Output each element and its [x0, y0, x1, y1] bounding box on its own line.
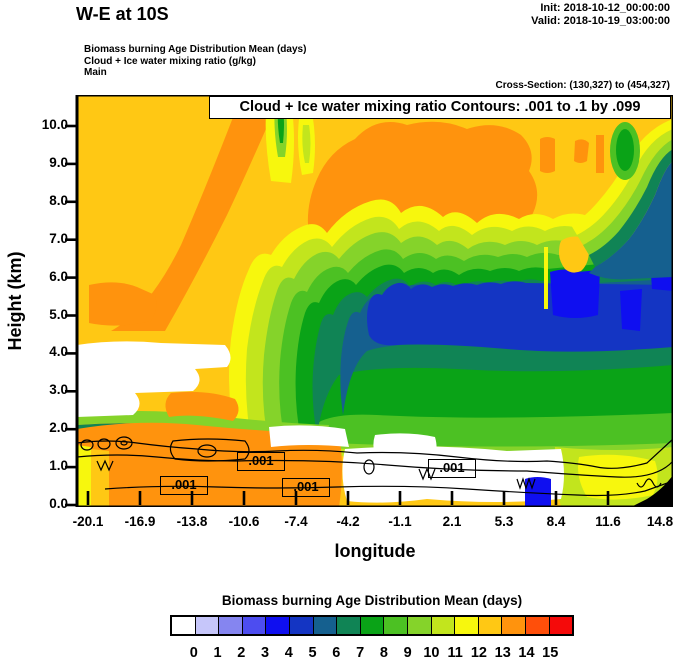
colorbar-tick-label: 11 — [447, 645, 463, 661]
y-tick-label: 10.0 — [41, 117, 68, 132]
field-list: Biomass burning Age Distribution Mean (d… — [84, 44, 306, 79]
y-tick-label: 8.0 — [49, 192, 68, 208]
colorbar-tick-label: 6 — [332, 645, 341, 661]
run-times: Init: 2018-10-12_00:00:00 Valid: 2018-10… — [531, 2, 670, 28]
colorbar-tick-label: 13 — [494, 645, 511, 661]
colorbar-cell — [384, 617, 408, 634]
y-tick-label: 5.0 — [49, 306, 68, 322]
colorbar-cell — [172, 617, 196, 634]
colorbar-tick-label: 14 — [518, 645, 535, 661]
colorbar-cell — [455, 617, 479, 634]
y-tick-label: 3.0 — [49, 382, 68, 398]
y-tick-label: 4.0 — [49, 344, 68, 360]
colorbar-cell — [337, 617, 361, 634]
y-tick-label: 0.0 — [49, 496, 68, 511]
x-tick-label: 8.4 — [546, 514, 566, 529]
colorbar-labels: 0 1 2 3 4 5 6 7 8 9 10 11 12 13 14 15 — [170, 645, 574, 663]
colorbar-tick-label: 15 — [542, 645, 559, 661]
colorbar-cell — [195, 617, 220, 634]
colorbar-cell — [219, 617, 243, 634]
y-tick-label: 1.0 — [49, 458, 68, 474]
y-tick-label: 2.0 — [49, 420, 68, 436]
page-title: W-E at 10S — [76, 4, 169, 24]
colorbar-tick-label: 1 — [213, 645, 222, 661]
x-tick-label: 5.3 — [494, 514, 514, 529]
x-tick-label: -20.1 — [72, 514, 104, 529]
colorbar-tick-label: 5 — [308, 645, 317, 661]
colorbar — [170, 615, 574, 636]
colorbar-cell — [289, 617, 314, 634]
colorbar-tick-label: 12 — [470, 645, 488, 661]
x-tick-label: 14.8 — [646, 514, 674, 529]
colorbar-tick-label: 2 — [237, 645, 246, 661]
valid-time: Valid: 2018-10-19_03:00:00 — [531, 15, 670, 27]
colorbar-cell — [407, 617, 432, 634]
colorbar-cell — [360, 617, 385, 634]
y-axis-title: Height (km) — [5, 251, 25, 351]
x-tick-label: -10.6 — [228, 514, 260, 529]
colorbar-cell — [242, 617, 267, 634]
colorbar-tick-label: 7 — [356, 645, 365, 661]
field-line-3: Main — [84, 67, 107, 78]
field-line-2: Cloud + Ice water mixing ratio (g/kg) — [84, 55, 256, 67]
contour-lines — [77, 436, 673, 497]
colorbar-tick-label: 9 — [403, 645, 412, 661]
colorbar-cell — [549, 617, 573, 634]
colorbar-cell — [502, 617, 526, 634]
cross-section-plot — [65, 95, 673, 507]
init-time: Init: 2018-10-12_00:00:00 — [540, 2, 670, 14]
y-tick-label: 9.0 — [49, 154, 68, 170]
colorbar-cell — [313, 617, 338, 634]
colorbar-tick-label: 8 — [379, 645, 388, 661]
colorbar-cell — [478, 617, 503, 634]
x-tick-label: 11.6 — [595, 514, 621, 529]
colorbar-title: Biomass burning Age Distribution Mean (d… — [221, 593, 523, 608]
colorbar-tick-label: 4 — [284, 645, 293, 661]
x-tick-label: -1.1 — [388, 514, 412, 529]
y-tick-label: 6.0 — [49, 268, 68, 284]
cross-section-coords: Cross-Section: (130,327) to (454,327) — [495, 80, 670, 91]
colorbar-cell — [525, 617, 550, 634]
colorbar-tick-label: 3 — [261, 645, 270, 661]
x-tick-label: -13.8 — [176, 514, 208, 529]
x-tick-label: 2.1 — [442, 514, 462, 529]
colorbar-cell — [266, 617, 290, 634]
filled-contour-field — [77, 95, 673, 507]
plot-border — [75, 95, 673, 507]
axis-ticks — [65, 124, 662, 507]
terrain-wedge — [631, 475, 673, 507]
field-line-1: Biomass burning Age Distribution Mean (d… — [84, 44, 307, 55]
colorbar-tick-label: 0 — [189, 645, 198, 661]
colorbar-cell — [431, 617, 456, 634]
x-tick-label: -16.9 — [124, 514, 156, 529]
x-axis-title: longitude — [334, 541, 416, 561]
x-tick-label: -4.2 — [336, 514, 360, 529]
colorbar-tick-label: 10 — [423, 645, 440, 661]
x-tick-label: -7.4 — [284, 514, 308, 529]
y-tick-label: 7.0 — [49, 230, 68, 246]
